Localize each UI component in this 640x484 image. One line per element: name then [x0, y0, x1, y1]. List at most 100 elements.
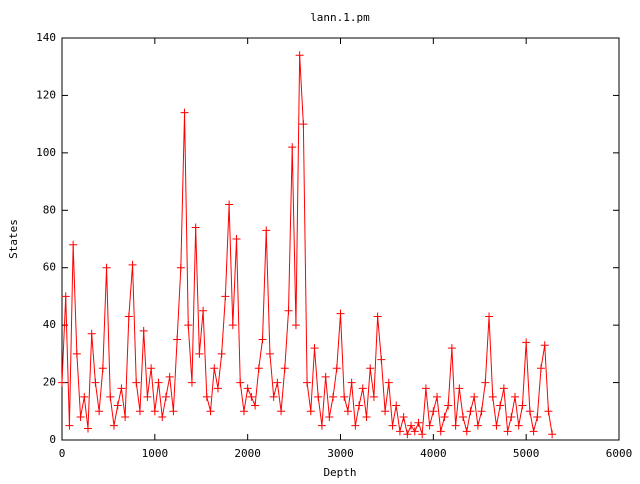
y-tick-label: 60 [43, 261, 56, 274]
data-point [180, 108, 189, 117]
data-point [117, 384, 126, 393]
data-point [239, 407, 248, 416]
data-point [61, 292, 70, 301]
data-point [306, 407, 315, 416]
data-point [202, 392, 211, 401]
data-point [173, 335, 182, 344]
data-point [91, 378, 100, 387]
data-point [399, 413, 408, 422]
data-point [410, 427, 419, 436]
data-point [72, 349, 81, 358]
y-tick-label: 120 [36, 88, 56, 101]
data-point [295, 51, 304, 60]
y-axis-label: States [7, 219, 20, 259]
data-point [161, 392, 170, 401]
data-point [76, 413, 85, 422]
data-point [343, 407, 352, 416]
data-point [384, 378, 393, 387]
data-point [522, 338, 531, 347]
data-point [540, 341, 549, 350]
data-point [529, 427, 538, 436]
data-point [373, 312, 382, 321]
data-point [124, 312, 133, 321]
data-point [243, 384, 252, 393]
data-point [407, 421, 416, 430]
data-point [210, 364, 219, 373]
data-point [217, 349, 226, 358]
chart-title: lann.1.pm [310, 11, 370, 24]
data-point [213, 384, 222, 393]
data-point [388, 421, 397, 430]
data-point [377, 355, 386, 364]
data-point [488, 392, 497, 401]
x-axis-label: Depth [323, 466, 356, 479]
data-point [269, 392, 278, 401]
data-point [511, 392, 520, 401]
data-point [436, 427, 445, 436]
x-tick-label: 5000 [513, 447, 540, 460]
data-point [277, 407, 286, 416]
data-point [251, 401, 260, 410]
data-point [299, 120, 308, 129]
data-point [247, 392, 256, 401]
data-point [317, 421, 326, 430]
data-point [329, 392, 338, 401]
data-point [191, 223, 200, 232]
data-point [444, 401, 453, 410]
data-point [496, 401, 505, 410]
data-point [518, 401, 527, 410]
data-point [284, 306, 293, 315]
data-point [414, 418, 423, 427]
data-point [228, 321, 237, 330]
data-point [113, 401, 122, 410]
data-point [447, 344, 456, 353]
data-point [254, 364, 263, 373]
y-tick-label: 80 [43, 203, 56, 216]
y-tick-label: 40 [43, 318, 56, 331]
data-point [395, 427, 404, 436]
data-point [477, 407, 486, 416]
data-point [199, 306, 208, 315]
data-point [366, 364, 375, 373]
data-point [291, 321, 300, 330]
y-tick-label: 0 [49, 433, 56, 446]
data-point [65, 421, 74, 430]
data-point [503, 427, 512, 436]
data-point [332, 364, 341, 373]
data-point [525, 407, 534, 416]
data-point [232, 235, 241, 243]
data-point [429, 407, 438, 416]
data-point [187, 378, 196, 387]
data-point [548, 430, 557, 439]
data-point [355, 401, 364, 410]
x-tick-label: 4000 [420, 447, 447, 460]
data-point [80, 392, 89, 401]
data-point [206, 407, 215, 416]
data-point [392, 401, 401, 410]
data-point [165, 372, 174, 381]
x-tick-label: 0 [59, 447, 66, 460]
data-point [514, 421, 523, 430]
data-point [87, 329, 96, 338]
data-point [473, 421, 482, 430]
data-point [303, 378, 312, 387]
data-point [221, 292, 230, 301]
data-point [102, 263, 111, 272]
data-point [340, 392, 349, 401]
data-point [147, 364, 156, 373]
data-point [421, 384, 430, 393]
x-tick-label: 6000 [606, 447, 633, 460]
data-point [314, 392, 323, 401]
data-point [492, 421, 501, 430]
data-point [336, 309, 345, 318]
data-point [537, 364, 546, 373]
data-point [265, 349, 274, 358]
data-point [58, 378, 66, 387]
data-point [195, 349, 204, 358]
data-point [425, 421, 434, 430]
data-point [455, 384, 464, 393]
data-point [132, 378, 141, 387]
data-point [83, 424, 92, 433]
data-point [121, 413, 130, 422]
